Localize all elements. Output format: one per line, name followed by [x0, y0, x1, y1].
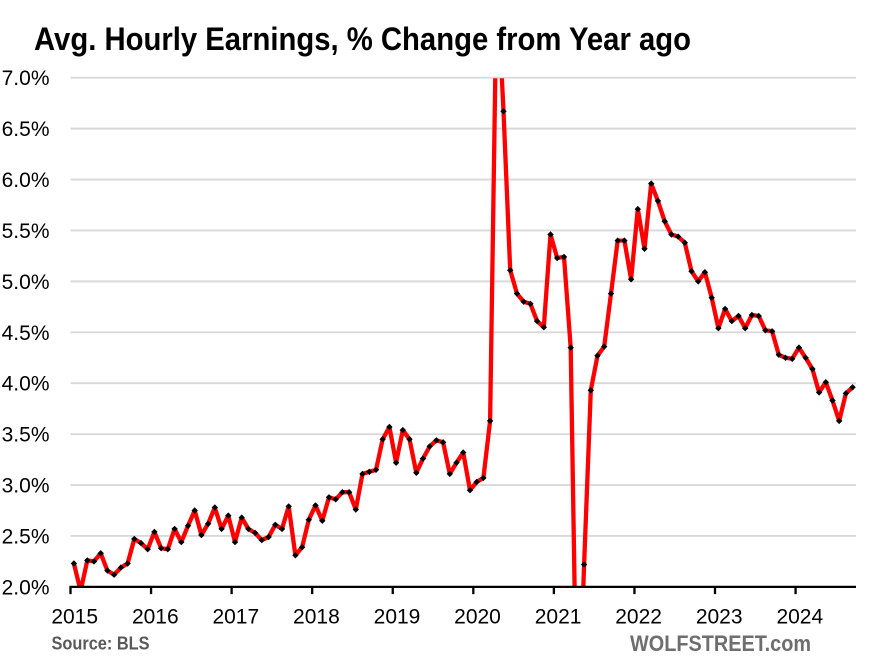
- svg-text:2018: 2018: [293, 606, 340, 629]
- svg-text:Source: BLS: Source: BLS: [52, 634, 150, 654]
- svg-text:7.0%: 7.0%: [2, 67, 50, 90]
- svg-text:6.0%: 6.0%: [2, 169, 50, 192]
- svg-text:2016: 2016: [132, 606, 179, 629]
- svg-text:2015: 2015: [51, 606, 98, 629]
- svg-text:2022: 2022: [615, 606, 662, 629]
- svg-text:5.5%: 5.5%: [2, 220, 50, 243]
- svg-text:3.5%: 3.5%: [2, 424, 50, 447]
- svg-text:2020: 2020: [454, 606, 501, 629]
- svg-text:2021: 2021: [535, 606, 582, 629]
- svg-text:2017: 2017: [212, 606, 259, 629]
- svg-text:4.5%: 4.5%: [2, 322, 50, 345]
- svg-text:2023: 2023: [696, 606, 743, 629]
- svg-text:2024: 2024: [776, 606, 823, 629]
- svg-text:2.0%: 2.0%: [2, 576, 50, 599]
- svg-text:WOLFSTREET.com: WOLFSTREET.com: [630, 631, 811, 656]
- svg-text:4.0%: 4.0%: [2, 373, 50, 396]
- svg-text:6.5%: 6.5%: [2, 118, 50, 141]
- svg-text:Avg. Hourly Earnings, % Change: Avg. Hourly Earnings, % Change from Year…: [34, 21, 691, 57]
- svg-text:2.5%: 2.5%: [2, 526, 50, 549]
- svg-text:5.0%: 5.0%: [2, 271, 50, 294]
- svg-text:2019: 2019: [374, 606, 421, 629]
- svg-text:3.0%: 3.0%: [2, 475, 50, 498]
